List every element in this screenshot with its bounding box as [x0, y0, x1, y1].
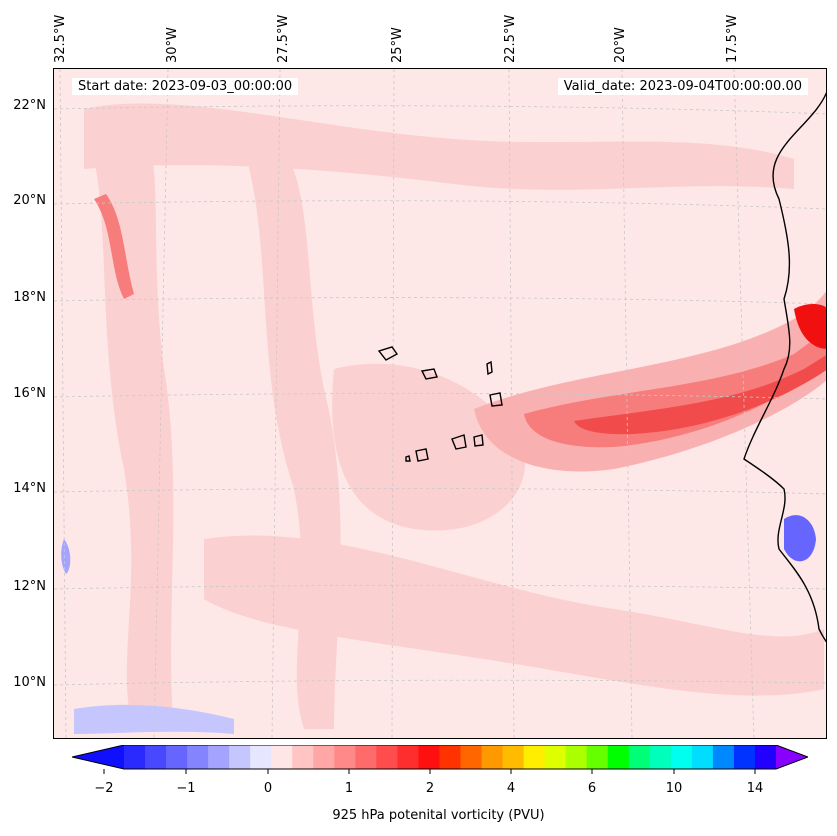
colorbar-segment — [649, 745, 672, 769]
colorbar-segment — [754, 745, 777, 769]
lat-label: 14°N — [13, 481, 46, 496]
contour-west-streak — [94, 194, 134, 299]
lon-label: 17.5°W — [725, 14, 740, 63]
colorbar-segment — [418, 745, 440, 769]
lon-label: 30°W — [165, 27, 180, 63]
colorbar-segment — [271, 745, 293, 769]
cape-verde-island-3 — [486, 360, 493, 376]
lat-label: 12°N — [13, 579, 46, 594]
contour-lightblue-w — [61, 539, 71, 574]
colorbar-segment — [187, 745, 209, 769]
colorbar-segment — [502, 745, 525, 769]
colorbar-segment — [376, 745, 398, 769]
contour-light-band-north — [84, 103, 794, 190]
colorbar-tick-label: −1 — [176, 781, 196, 796]
start-date-label: Start date: 2023-09-03_00:00:00 — [72, 78, 299, 95]
colorbar-segment — [523, 745, 546, 769]
cape-verde-island-1 — [377, 346, 399, 361]
colorbar-outline — [72, 745, 808, 770]
cape-verde-island-8 — [405, 455, 411, 462]
colorbar-tick-label: 0 — [263, 781, 273, 796]
lon-label: 20°W — [613, 27, 628, 63]
map-area[interactable]: Start date: 2023-09-03_00:00:00 Valid_da… — [53, 68, 827, 739]
colorbar-segment — [292, 745, 314, 769]
lat-label: 10°N — [13, 675, 46, 690]
colorbar-segment — [250, 745, 272, 769]
colorbar-segment — [481, 745, 504, 769]
colorbar-segment — [460, 745, 483, 769]
cape-verde-island-5 — [451, 434, 467, 450]
lat-label: 20°N — [13, 193, 46, 208]
colorbar-min-extend — [72, 745, 124, 769]
colorbar-segment — [208, 745, 230, 769]
colorbar-segment — [145, 745, 167, 769]
colorbar-segment — [229, 745, 251, 769]
contour-south-band — [204, 535, 824, 696]
contour-red-plume-core — [574, 355, 826, 435]
cape-verde-island-6 — [415, 448, 429, 462]
colorbar-segment — [124, 745, 146, 769]
colorbar-segment — [355, 745, 377, 769]
colorbar-tick-label: 10 — [665, 781, 683, 796]
lon-label: 27.5°W — [276, 14, 291, 63]
colorbar-title: 925 hPa potenital vorticity (PVU) — [332, 808, 545, 823]
graticule — [54, 69, 826, 738]
colorbar-segment — [607, 745, 630, 769]
contour-center-patch — [332, 363, 526, 531]
africa-coast — [743, 91, 826, 643]
colorbar-segment — [586, 745, 609, 769]
lon-label: 25°W — [390, 27, 405, 63]
colorbar-segment — [628, 745, 651, 769]
colorbar-segment — [313, 745, 335, 769]
contour-lightblue-sw — [74, 704, 234, 734]
contour-west-column — [84, 129, 174, 729]
colorbar-segment — [397, 745, 419, 769]
colorbar-tick-label: 2 — [425, 781, 435, 796]
contour-blue-south — [784, 515, 816, 562]
contour-mid-column — [244, 149, 341, 729]
colorbar-max-extend — [776, 745, 808, 769]
colorbar-tick-label: −2 — [94, 781, 114, 796]
coastlines — [377, 91, 826, 643]
lat-label: 18°N — [13, 290, 46, 305]
colorbar-tick-label: 1 — [344, 781, 354, 796]
pv-contours — [61, 103, 826, 734]
pv-field-map — [54, 69, 826, 738]
lat-label: 16°N — [13, 386, 46, 401]
valid-date-label: Valid_date: 2023-09-04T00:00:00.00 — [557, 78, 808, 95]
colorbar-segment — [166, 745, 188, 769]
lat-label: 22°N — [13, 98, 46, 113]
colorbar-segment — [712, 745, 735, 769]
colorbar-segment — [334, 745, 356, 769]
cape-verde-island-7 — [473, 434, 484, 447]
colorbar-segment — [691, 745, 714, 769]
lon-label: 22.5°W — [503, 14, 518, 63]
colorbar-segment — [733, 745, 756, 769]
colorbar — [72, 745, 808, 774]
colorbar-segment — [565, 745, 588, 769]
colorbar-tick-label: 14 — [746, 781, 764, 796]
colorbar-segment — [544, 745, 567, 769]
colorbar-segment — [439, 745, 462, 769]
contour-coast-max — [794, 304, 826, 349]
colorbar-segment — [670, 745, 693, 769]
cape-verde-island-4 — [489, 392, 503, 407]
colorbar-tick-label: 4 — [506, 781, 516, 796]
colorbar-tick-label: 6 — [587, 781, 597, 796]
lon-label: 32.5°W — [53, 14, 68, 63]
cape-verde-island-2 — [420, 368, 438, 380]
